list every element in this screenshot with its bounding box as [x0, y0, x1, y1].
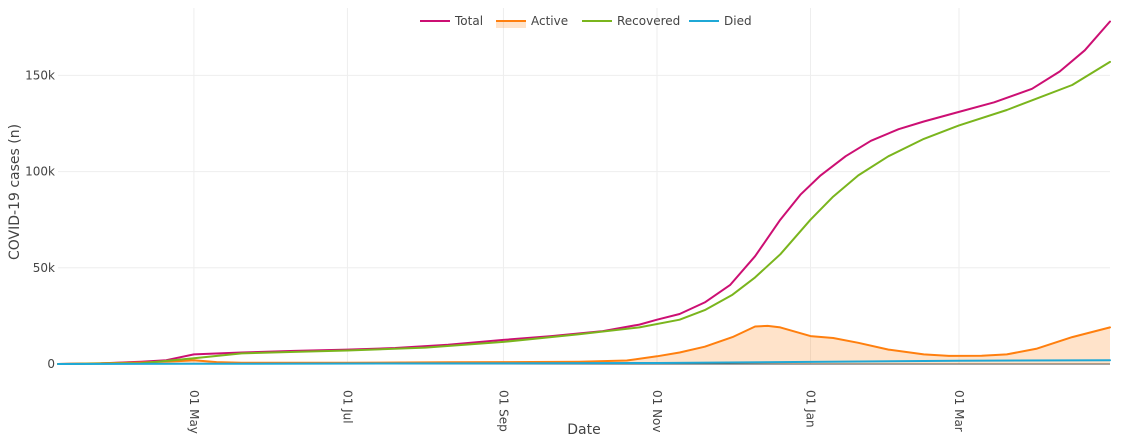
- y-tick-label: 100k: [25, 165, 55, 179]
- y-tick-label: 150k: [25, 68, 55, 82]
- x-tick-label: 01 Mar: [952, 390, 966, 432]
- x-tick-label: 01 Jul: [340, 390, 354, 424]
- legend-item-active[interactable]: Active: [496, 14, 568, 28]
- y-axis-title: COVID-19 cases (n): [7, 124, 23, 260]
- series-area-active: [58, 325, 1110, 364]
- legend-item-recovered[interactable]: Recovered: [582, 14, 680, 28]
- area-layer: [58, 325, 1110, 364]
- series-line-total: [57, 20, 1111, 365]
- x-tick-label: 01 May: [187, 390, 201, 434]
- y-tick-label: 0: [47, 357, 55, 371]
- legend-label: Total: [454, 14, 483, 28]
- x-tick-label: 01 Sep: [496, 390, 510, 432]
- legend-label: Died: [724, 14, 752, 28]
- grid-layer: [58, 8, 1110, 364]
- legend[interactable]: Total Active Recovered Died: [420, 14, 752, 28]
- legend-label: Recovered: [617, 14, 680, 28]
- line-layer: [57, 20, 1111, 365]
- x-tick-labels: 01 May 01 Jul 01 Sep 01 Nov 01 Jan 01 Mar: [187, 390, 966, 434]
- legend-swatch-fill: [496, 21, 526, 28]
- series-line-died: [57, 359, 1111, 365]
- legend-label: Active: [531, 14, 568, 28]
- x-axis-title: Date: [567, 422, 600, 438]
- legend-item-died[interactable]: Died: [689, 14, 752, 28]
- x-tick-label: 01 Jan: [804, 390, 818, 428]
- x-tick-label: 01 Nov: [650, 390, 664, 433]
- series-line-recovered: [57, 60, 1111, 365]
- legend-item-total[interactable]: Total: [420, 14, 483, 28]
- y-tick-labels: 0 50k 100k 150k: [25, 68, 55, 371]
- series-line-active: [57, 324, 1111, 365]
- y-tick-label: 50k: [33, 261, 55, 275]
